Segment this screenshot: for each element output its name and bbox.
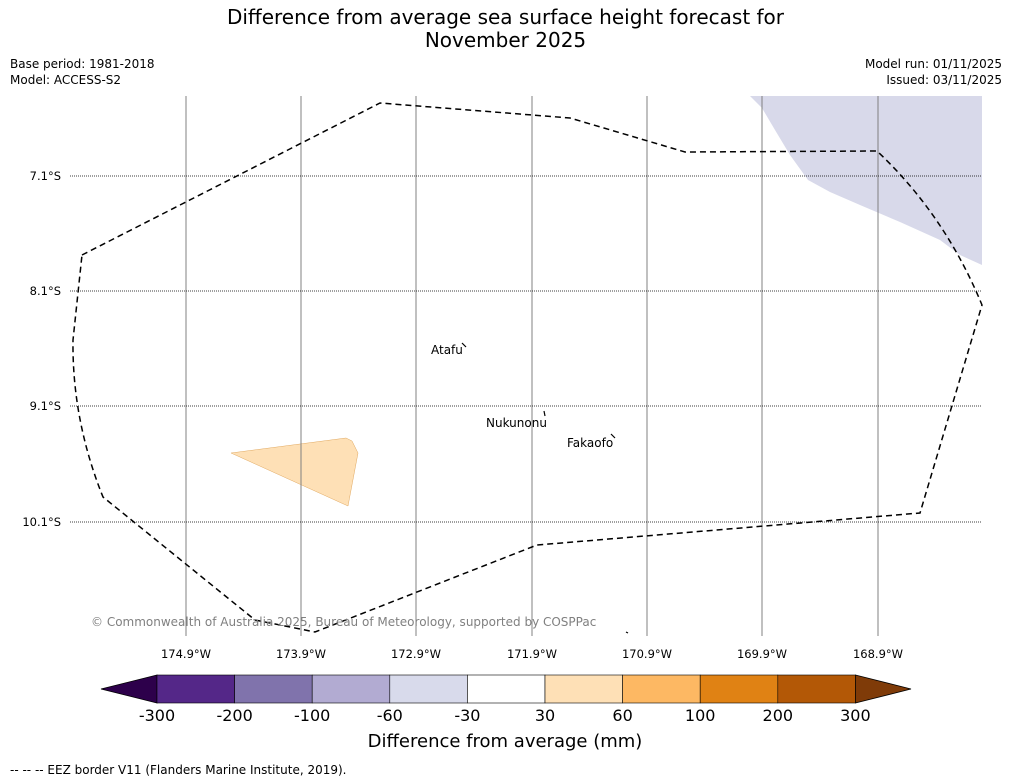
atafu-island xyxy=(461,342,467,348)
nukunonu-island xyxy=(543,410,546,417)
title-line-2: November 2025 xyxy=(424,28,587,52)
island-label-fakaofo: Fakaofo xyxy=(567,436,613,450)
longitude-label: 174.9°W xyxy=(161,647,211,661)
longitude-label: 170.9°W xyxy=(622,647,672,661)
positive-anomaly-region xyxy=(230,437,359,507)
longitude-label: 168.9°W xyxy=(853,647,903,661)
colorbar-segment xyxy=(467,674,546,704)
chart-title: Difference from average sea surface heig… xyxy=(0,6,1011,52)
colorbar-segment xyxy=(234,674,313,704)
latitude-label: 7.1°S xyxy=(30,169,61,183)
colorbar-tick-label: 30 xyxy=(535,706,555,725)
colorbar-segment xyxy=(622,674,701,704)
map-panel: Atafu Nukunonu Fakaofo © Commonwealth of… xyxy=(70,96,983,636)
footnote: -- -- -- EEZ border V11 (Flanders Marine… xyxy=(10,763,347,777)
colorbar-tick-label: 300 xyxy=(840,706,871,725)
colorbar-tick-label: -200 xyxy=(216,706,252,725)
latitude-label: 10.1°S xyxy=(22,515,61,529)
colorbar-segment xyxy=(544,674,623,704)
colorbar-segment xyxy=(311,674,391,704)
meta-right: Model run: 01/11/2025 Issued: 03/11/2025 xyxy=(865,56,1002,88)
fakaofo-island xyxy=(610,433,616,439)
latitude-label: 8.1°S xyxy=(30,284,61,298)
colorbar-segment xyxy=(699,674,779,704)
latitude-labels: 7.1°S 8.1°S 9.1°S 10.1°S xyxy=(22,169,61,529)
colorbar-over-arrow xyxy=(855,674,912,704)
colorbar-title: Difference from average (mm) xyxy=(368,731,643,752)
longitude-label: 173.9°W xyxy=(276,647,326,661)
longitude-label: 171.9°W xyxy=(507,647,557,661)
longitude-labels: 174.9°W 173.9°W 172.9°W 171.9°W 170.9°W … xyxy=(161,647,903,661)
meta-left: Base period: 1981-2018 Model: ACCESS-S2 xyxy=(10,56,155,88)
negative-anomaly-region xyxy=(750,96,982,265)
colorbar-tick-label: 60 xyxy=(612,706,632,725)
eez-border xyxy=(72,102,983,633)
longitude-label: 172.9°W xyxy=(391,647,441,661)
colorbar-tick-label: 100 xyxy=(685,706,716,725)
islands xyxy=(461,342,629,634)
longitude-grid xyxy=(185,96,879,636)
longitude-label: 169.9°W xyxy=(737,647,787,661)
title-line-1: Difference from average sea surface heig… xyxy=(226,5,785,29)
colorbar-segment xyxy=(389,674,468,704)
colorbar-tick-label: -60 xyxy=(377,706,403,725)
colorbar-tick-label: -100 xyxy=(294,706,330,725)
colorbar-tick-label: -30 xyxy=(454,706,480,725)
island-label-atafu: Atafu xyxy=(431,343,463,357)
swains-island xyxy=(625,631,629,634)
island-label-nukunonu: Nukunonu xyxy=(486,416,547,430)
colorbar-tick-label: 200 xyxy=(763,706,794,725)
model-name: Model: ACCESS-S2 xyxy=(10,73,122,87)
colorbar-segment xyxy=(777,674,856,704)
latitude-label: 9.1°S xyxy=(30,399,61,413)
colorbar-segment xyxy=(156,674,235,704)
model-run: Model run: 01/11/2025 xyxy=(864,57,1002,71)
colorbar: -300 -200 -100 -60 -30 30 60 100 200 300 xyxy=(100,674,912,725)
latitude-grid xyxy=(70,175,982,523)
copyright-notice: © Commonwealth of Australia 2025, Bureau… xyxy=(91,615,596,629)
base-period: Base period: 1981-2018 xyxy=(10,57,155,71)
issued-date: Issued: 03/11/2025 xyxy=(886,73,1002,87)
colorbar-under-arrow xyxy=(100,674,158,704)
colorbar-tick-label: -300 xyxy=(139,706,175,725)
